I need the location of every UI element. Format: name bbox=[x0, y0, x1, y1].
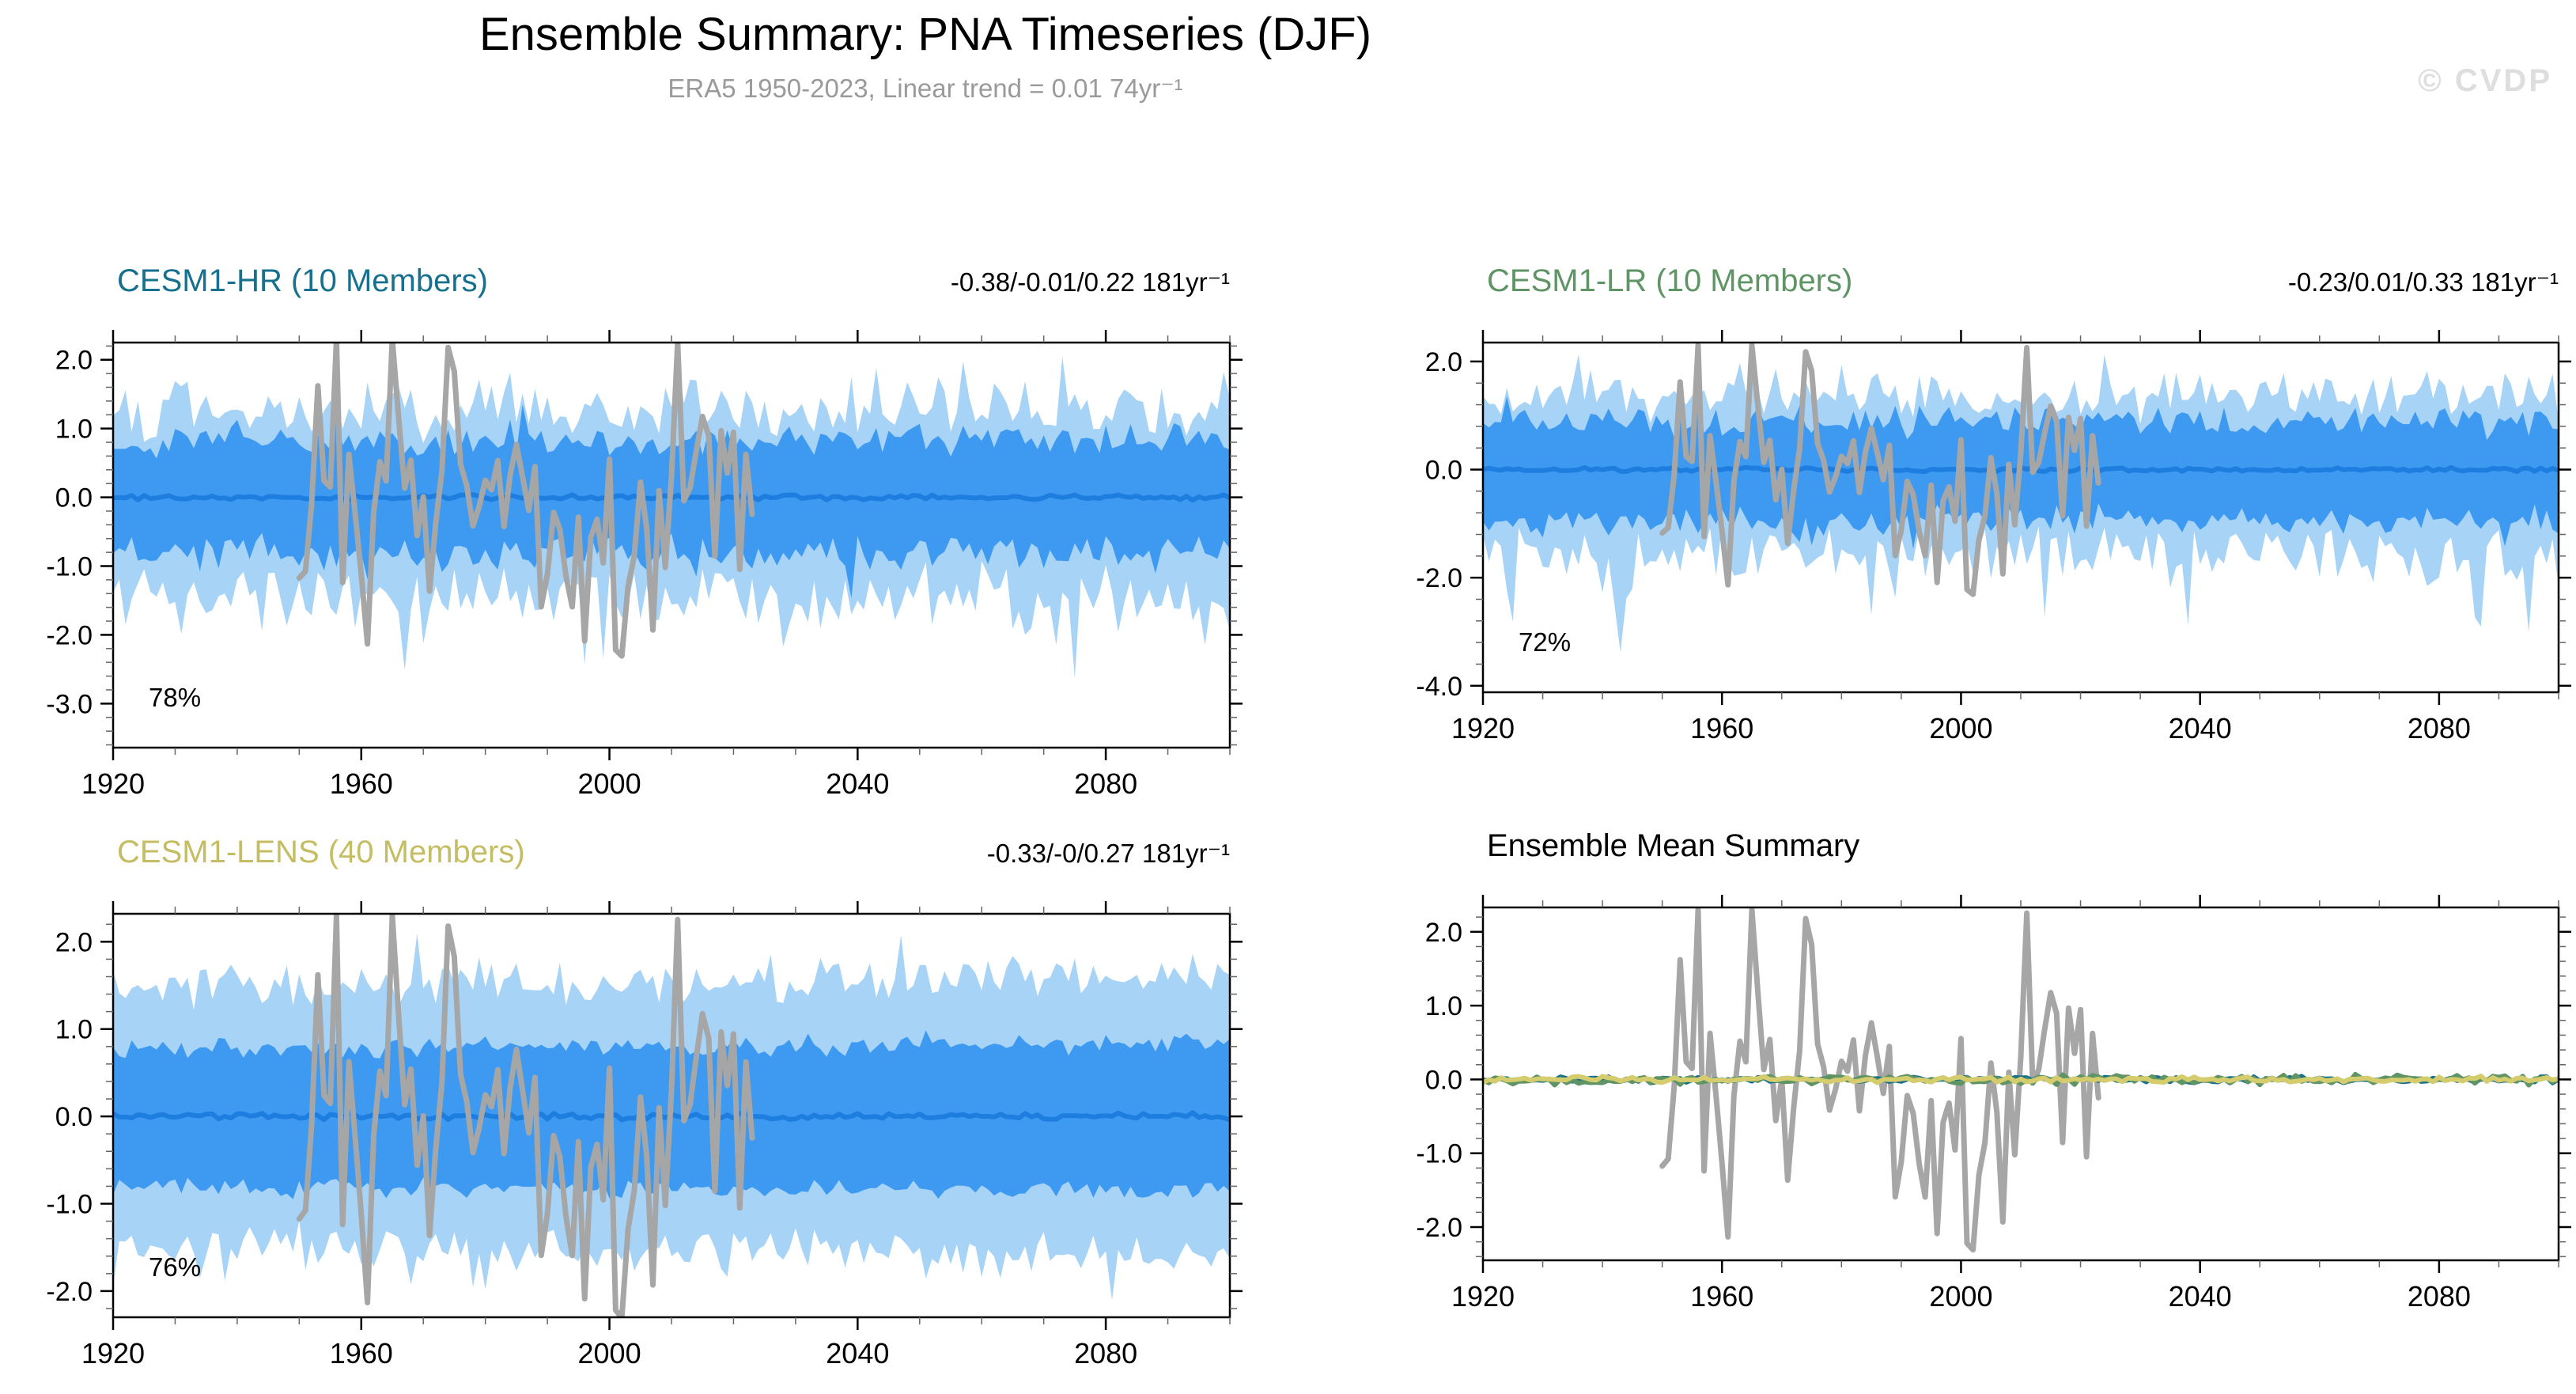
panel-title-ensemble-mean: Ensemble Mean Summary bbox=[1487, 828, 1860, 863]
x-tick-label: 2040 bbox=[2169, 1280, 2232, 1313]
panel-trend-cesm1-lr: -0.23/0.01/0.33 181yr⁻¹ bbox=[2287, 267, 2559, 297]
x-tick-label: 2080 bbox=[2408, 712, 2471, 744]
percent-agreement-label: 72% bbox=[1519, 627, 1571, 657]
x-tick-label: 1960 bbox=[1690, 712, 1753, 744]
y-tick-label: 1.0 bbox=[1425, 991, 1462, 1021]
x-tick-label: 2000 bbox=[1929, 712, 1992, 744]
panel-header-cesm1-hr: CESM1-HR (10 Members) -0.38/-0.01/0.22 1… bbox=[117, 263, 1230, 299]
y-tick-label: -1.0 bbox=[46, 552, 93, 582]
panel-title-cesm1-lr: CESM1-LR (10 Members) bbox=[1487, 263, 1853, 298]
percent-agreement-label: 76% bbox=[149, 1252, 201, 1282]
observation-line bbox=[1659, 343, 2101, 597]
plot-area-ensemble-mean-summary bbox=[1483, 907, 2559, 1253]
plot-cesm1-lr: 2.0 0.0 -2.0 -4.0 1920 1960 2000 2040 2080 72% bbox=[1416, 330, 2571, 744]
cvdp-watermark: © CVDP bbox=[2418, 63, 2552, 98]
y-tick-label: -3.0 bbox=[46, 689, 93, 719]
y-tick-label: 2.0 bbox=[1425, 918, 1462, 948]
y-tick-label: 0.0 bbox=[1425, 456, 1462, 486]
x-tick-label: 1960 bbox=[1690, 1280, 1753, 1313]
x-tick-label: 2080 bbox=[2408, 1280, 2471, 1313]
figure-subtitle: ERA5 1950-2023, Linear trend = 0.01 74yr… bbox=[668, 73, 1183, 103]
axis-ticks bbox=[100, 330, 1243, 760]
axis-ticks bbox=[1470, 895, 2571, 1273]
x-tick-label: 2040 bbox=[2169, 712, 2232, 744]
y-tick-label: -4.0 bbox=[1416, 672, 1462, 702]
axis-ticks bbox=[1470, 330, 2571, 705]
plot-cesm1-lens: 2.0 1.0 0.0 -1.0 -2.0 1920 1960 2000 2040 2080 76% bbox=[46, 901, 1243, 1369]
panel-header-ensemble-mean: Ensemble Mean Summary bbox=[1487, 828, 2559, 864]
plot-area-cesm1-hr bbox=[113, 343, 1230, 679]
observation-line bbox=[296, 914, 755, 1317]
x-tick-label: 1920 bbox=[81, 1337, 145, 1369]
panel-trend-cesm1-lens: -0.33/-0/0.27 181yr⁻¹ bbox=[986, 839, 1230, 868]
x-tick-label: 1960 bbox=[330, 767, 393, 800]
y-tick-label: 0.0 bbox=[55, 483, 93, 513]
panel-header-cesm1-lens: CESM1-LENS (40 Members) -0.33/-0/0.27 18… bbox=[117, 835, 1230, 870]
y-tick-label: 2.0 bbox=[55, 346, 93, 376]
y-tick-label: 1.0 bbox=[55, 415, 93, 445]
x-tick-label: 2040 bbox=[826, 1337, 889, 1369]
y-tick-label: -1.0 bbox=[46, 1189, 93, 1219]
x-tick-label: 1920 bbox=[81, 767, 145, 800]
y-tick-label: 0.0 bbox=[1425, 1065, 1462, 1095]
x-tick-label: 2080 bbox=[1074, 1337, 1137, 1369]
plot-ensemble-mean-summary: 2.0 1.0 0.0 -1.0 -2.0 1920 1960 2000 2040 2080 bbox=[1416, 895, 2571, 1313]
observation-line bbox=[296, 343, 755, 659]
y-tick-label: -2.0 bbox=[46, 620, 93, 650]
percent-agreement-label: 78% bbox=[149, 683, 201, 712]
axis-ticks bbox=[100, 901, 1243, 1330]
y-tick-label: 0.0 bbox=[55, 1102, 93, 1132]
y-tick-label: 1.0 bbox=[55, 1015, 93, 1045]
x-tick-label: 2080 bbox=[1074, 767, 1137, 800]
x-tick-label: 2000 bbox=[578, 1337, 641, 1369]
panel-title-cesm1-lens: CESM1-LENS (40 Members) bbox=[117, 835, 525, 869]
y-tick-label: -2.0 bbox=[1416, 563, 1462, 593]
plot-area-cesm1-lens bbox=[113, 914, 1230, 1317]
y-tick-label: -2.0 bbox=[1416, 1213, 1462, 1243]
x-tick-label: 2040 bbox=[826, 767, 889, 800]
plot-cesm1-hr: 2.0 1.0 0.0 -1.0 -2.0 -3.0 1920 1960 2000 2040 208… bbox=[46, 330, 1243, 800]
panel-title-cesm1-hr: CESM1-HR (10 Members) bbox=[117, 263, 488, 298]
x-tick-label: 1920 bbox=[1451, 1280, 1515, 1313]
y-tick-label: 2.0 bbox=[55, 927, 93, 957]
x-tick-label: 1920 bbox=[1451, 712, 1515, 744]
title-block: Ensemble Summary: PNA Timeseries (DJF) E… bbox=[0, 9, 1851, 104]
mean-line-cesm1-lens bbox=[1483, 1074, 2559, 1085]
panel-trend-cesm1-hr: -0.38/-0.01/0.22 181yr⁻¹ bbox=[950, 267, 1230, 297]
y-tick-label: -1.0 bbox=[1416, 1139, 1462, 1169]
y-tick-label: -2.0 bbox=[46, 1277, 93, 1307]
plot-area-cesm1-lr bbox=[1483, 343, 2559, 653]
panel-header-cesm1-lr: CESM1-LR (10 Members) -0.23/0.01/0.33 18… bbox=[1487, 263, 2559, 299]
x-tick-label: 2000 bbox=[1929, 1280, 1992, 1313]
x-tick-label: 2000 bbox=[578, 767, 641, 800]
y-tick-label: 2.0 bbox=[1425, 347, 1462, 377]
x-tick-label: 1960 bbox=[330, 1337, 393, 1369]
observation-line bbox=[1659, 907, 2101, 1253]
figure-title: Ensemble Summary: PNA Timeseries (DJF) bbox=[479, 9, 1372, 60]
